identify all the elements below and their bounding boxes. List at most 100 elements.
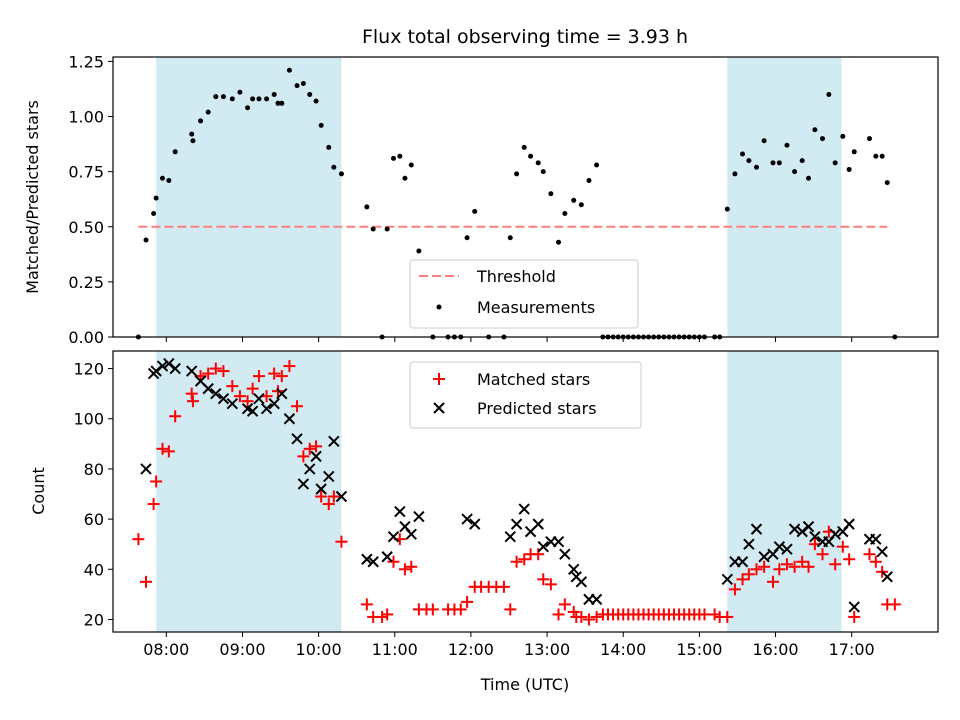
- matched-star-point: [497, 580, 510, 593]
- predicted-star-point: [202, 382, 214, 395]
- predicted-star-point: [394, 505, 406, 518]
- y-tick-label: 40: [84, 560, 104, 579]
- predicted-star-point: [870, 533, 882, 545]
- measurement-point: [143, 237, 149, 243]
- matched-star-point: [241, 395, 254, 408]
- matched-star-point: [888, 598, 901, 611]
- predicted-star-point: [758, 551, 770, 563]
- bottom-legend: Matched stars Predicted stars: [409, 361, 642, 429]
- y-tick-label: 20: [84, 610, 104, 629]
- matched-star-point: [275, 370, 288, 383]
- measurement-point: [832, 160, 838, 166]
- measurement-point: [851, 149, 857, 155]
- legend-matched-label: Matched stars: [477, 370, 590, 389]
- matched-star-point: [150, 475, 163, 488]
- matched-star-point: [558, 598, 571, 611]
- y-tick-label: 120: [73, 360, 104, 379]
- measurement-point: [826, 91, 832, 97]
- predicted-star-point: [291, 433, 303, 445]
- x-tick-label: 12:00: [448, 640, 494, 659]
- matched-star-point: [582, 613, 595, 626]
- matched-star-point: [843, 553, 856, 566]
- predicted-star-point: [381, 551, 393, 563]
- measurement-point: [521, 144, 527, 150]
- measurement-point: [307, 91, 313, 97]
- measurement-point: [507, 235, 513, 241]
- predicted-star-point: [575, 576, 588, 588]
- measurement-point: [364, 204, 370, 210]
- measurement-point: [820, 136, 825, 142]
- predicted-star-point: [413, 510, 425, 523]
- predicted-star-point: [328, 435, 340, 448]
- matched-star-point: [773, 563, 786, 576]
- matched-star-point: [869, 555, 882, 568]
- y-tick-label: 0.50: [68, 218, 104, 237]
- predicted-star-point: [140, 463, 152, 475]
- y-tick-label: 1.25: [68, 52, 104, 71]
- x-tick-label: 11:00: [372, 640, 418, 659]
- matched-star-point: [226, 380, 239, 393]
- predicted-star-point: [559, 548, 571, 560]
- top-y-axis-label: Matched/Predicted stars: [23, 100, 42, 294]
- top-panel: 0.00 0.25 0.50 0.75 1.00 1.25 Matched/Predict…: [23, 52, 939, 347]
- measurement-point: [250, 96, 256, 102]
- measurement-point: [548, 191, 554, 197]
- matched-star-point: [398, 563, 411, 576]
- measurement-point: [784, 142, 790, 148]
- measurement-point: [724, 206, 730, 212]
- matched-star-point: [291, 400, 304, 413]
- predicted-star-point: [367, 556, 379, 568]
- predicted-star-point: [848, 601, 860, 613]
- matched-star-point: [537, 573, 550, 586]
- legend-matched-swatch: [433, 373, 445, 385]
- measurement-point: [514, 171, 520, 177]
- shaded-region-0: [156, 57, 342, 337]
- measurement-point: [770, 160, 776, 166]
- predicted-star-point: [310, 450, 322, 463]
- measurement-point: [799, 158, 805, 164]
- measurement-point: [370, 226, 376, 232]
- predicted-star-point: [226, 397, 239, 410]
- matched-star-point: [510, 555, 523, 568]
- predicted-star-point: [405, 528, 417, 540]
- matched-star-point: [405, 560, 418, 573]
- matched-star-point: [750, 563, 763, 576]
- measurement-point: [198, 118, 204, 124]
- y-tick-label: 1.00: [68, 108, 104, 127]
- predicted-star-point: [253, 392, 265, 405]
- measurement-point: [326, 144, 332, 150]
- y-tick-label: 0.25: [68, 273, 104, 292]
- measurement-point: [220, 94, 226, 100]
- predicted-star-point: [283, 413, 296, 425]
- x-tick-label: 13:00: [524, 640, 570, 659]
- predicted-star-point: [510, 518, 523, 530]
- predicted-star-point: [750, 523, 763, 535]
- bottom-axes-frame: [112, 350, 939, 633]
- matched-star-point: [698, 608, 711, 621]
- measurement-point: [300, 80, 306, 86]
- x-tick-label: 14:00: [600, 640, 646, 659]
- x-tick-label: 17:00: [829, 640, 875, 659]
- predicted-star-point: [315, 483, 327, 495]
- predicted-star-point: [829, 528, 841, 540]
- matched-star-point: [802, 560, 815, 573]
- matched-star-point: [185, 387, 198, 400]
- measurement-point: [318, 122, 324, 128]
- top-shaded-regions: [156, 57, 842, 337]
- measurement-point: [472, 208, 478, 214]
- predicted-star-point: [552, 535, 565, 548]
- measurement-point: [237, 89, 243, 95]
- matched-star-point: [322, 498, 335, 511]
- matched-star-point: [217, 365, 230, 378]
- measurement-point: [416, 248, 422, 254]
- predicted-star-point: [773, 540, 786, 553]
- legend-threshold-label: Threshold: [476, 267, 556, 286]
- measurement-point: [229, 96, 235, 102]
- predicted-star-point: [504, 530, 516, 543]
- measurement-point: [866, 136, 872, 142]
- predicted-star-point: [260, 402, 273, 415]
- matched-star-point: [147, 498, 160, 511]
- measurement-point: [754, 164, 759, 170]
- matched-star-point: [721, 610, 734, 623]
